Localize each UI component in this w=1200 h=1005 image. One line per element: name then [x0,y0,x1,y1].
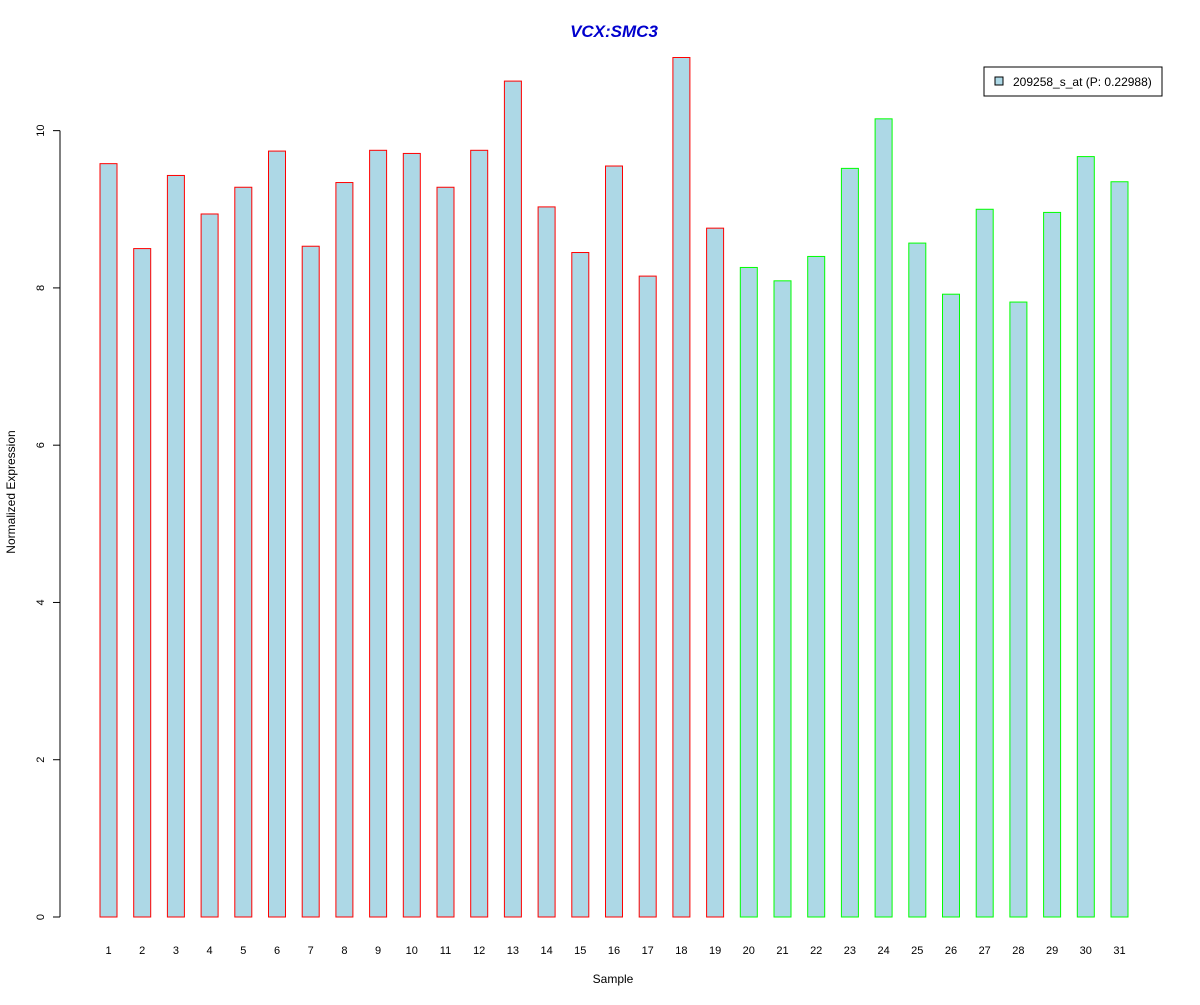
x-tick-label: 14 [540,945,552,957]
bar-sample-11 [436,186,455,918]
legend-swatch [994,76,1004,86]
y-tick-label: 8 [35,285,47,291]
x-tick-label: 21 [776,945,788,957]
chart-title: VCX:SMC3 [570,22,658,41]
bar-sample-19 [706,227,725,918]
bar-sample-23 [840,167,859,918]
x-tick-label: 12 [473,945,485,957]
bar-sample-21 [773,280,792,918]
x-tick-label: 11 [440,945,451,957]
x-tick-label: 26 [945,945,957,957]
x-tick-label: 25 [911,945,923,957]
x-tick-labels: 1 2 3 4 5 6 7 8 9 10 11 12 13 14 15 16 17 18 19 20 21 22 23 24 2… [105,945,1125,957]
bar-sample-28 [1009,301,1028,918]
y-tick-label: 6 [35,442,47,448]
x-tick-label: 31 [1113,945,1125,957]
y-tick-label: 10 [35,125,47,137]
x-tick-label: 20 [743,945,755,957]
bar-sample-9 [369,149,388,918]
x-tick-label: 17 [642,945,654,957]
y-axis: 0 2 4 6 8 10 [35,125,61,920]
bar-sample-6 [268,150,286,918]
x-tick-label: 23 [844,945,856,957]
x-tick-label: 19 [709,945,721,957]
x-tick-label: 22 [810,945,822,957]
x-tick-label: 6 [274,945,280,957]
bar-sample-14 [537,206,556,918]
x-tick-label: 24 [877,945,889,957]
x-tick-label: 2 [139,945,145,957]
bar-sample-29 [1043,211,1062,918]
bar-sample-22 [807,255,826,918]
x-tick-label: 15 [574,945,586,957]
x-axis-label: Sample [593,972,634,986]
bar-sample-2 [133,248,152,918]
bar-sample-4 [200,213,219,918]
bars-group [99,57,1129,918]
bar-sample-10 [402,152,421,918]
x-tick-label: 9 [375,945,381,957]
x-tick-label: 13 [507,945,519,957]
bar-sample-8 [335,182,354,918]
x-tick-label: 30 [1080,945,1092,957]
legend-label: 209258_s_at (P: 0.22988) [1013,75,1152,89]
y-tick-label: 4 [35,599,47,605]
bar-sample-27 [975,208,994,918]
legend: 209258_s_at (P: 0.22988) [983,66,1163,97]
legend-box [983,66,1163,97]
x-tick-label: 5 [240,945,246,957]
x-tick-label: 16 [608,945,620,957]
x-tick-label: 3 [173,945,179,957]
bar-sample-18 [672,57,691,918]
bar-sample-16 [605,165,623,918]
bar-sample-20 [739,266,758,918]
x-tick-label: 27 [979,945,991,957]
y-axis-label: Normalized Expression [4,430,18,553]
x-tick-label: 4 [207,945,213,957]
x-tick-label: 18 [675,945,687,957]
bar-sample-31 [1110,181,1129,918]
bar-sample-26 [942,293,960,918]
bar-sample-3 [166,174,185,918]
bar-sample-1 [99,163,118,918]
x-tick-label: 29 [1046,945,1058,957]
bar-sample-12 [470,149,489,918]
bar-sample-7 [301,245,320,918]
x-tick-label: 7 [308,945,314,957]
y-tick-label: 2 [35,757,47,763]
y-tick-label: 0 [35,914,47,920]
bar-sample-25 [908,242,927,918]
bar-sample-24 [874,118,893,918]
bar-sample-13 [503,80,522,918]
bar-sample-17 [638,275,657,918]
bar-sample-30 [1076,156,1095,918]
x-tick-label: 28 [1012,945,1024,957]
bar-sample-5 [234,186,253,918]
x-tick-label: 8 [341,945,347,957]
x-tick-label: 10 [406,945,418,957]
x-tick-label: 1 [105,945,111,957]
bar-sample-15 [571,252,590,918]
